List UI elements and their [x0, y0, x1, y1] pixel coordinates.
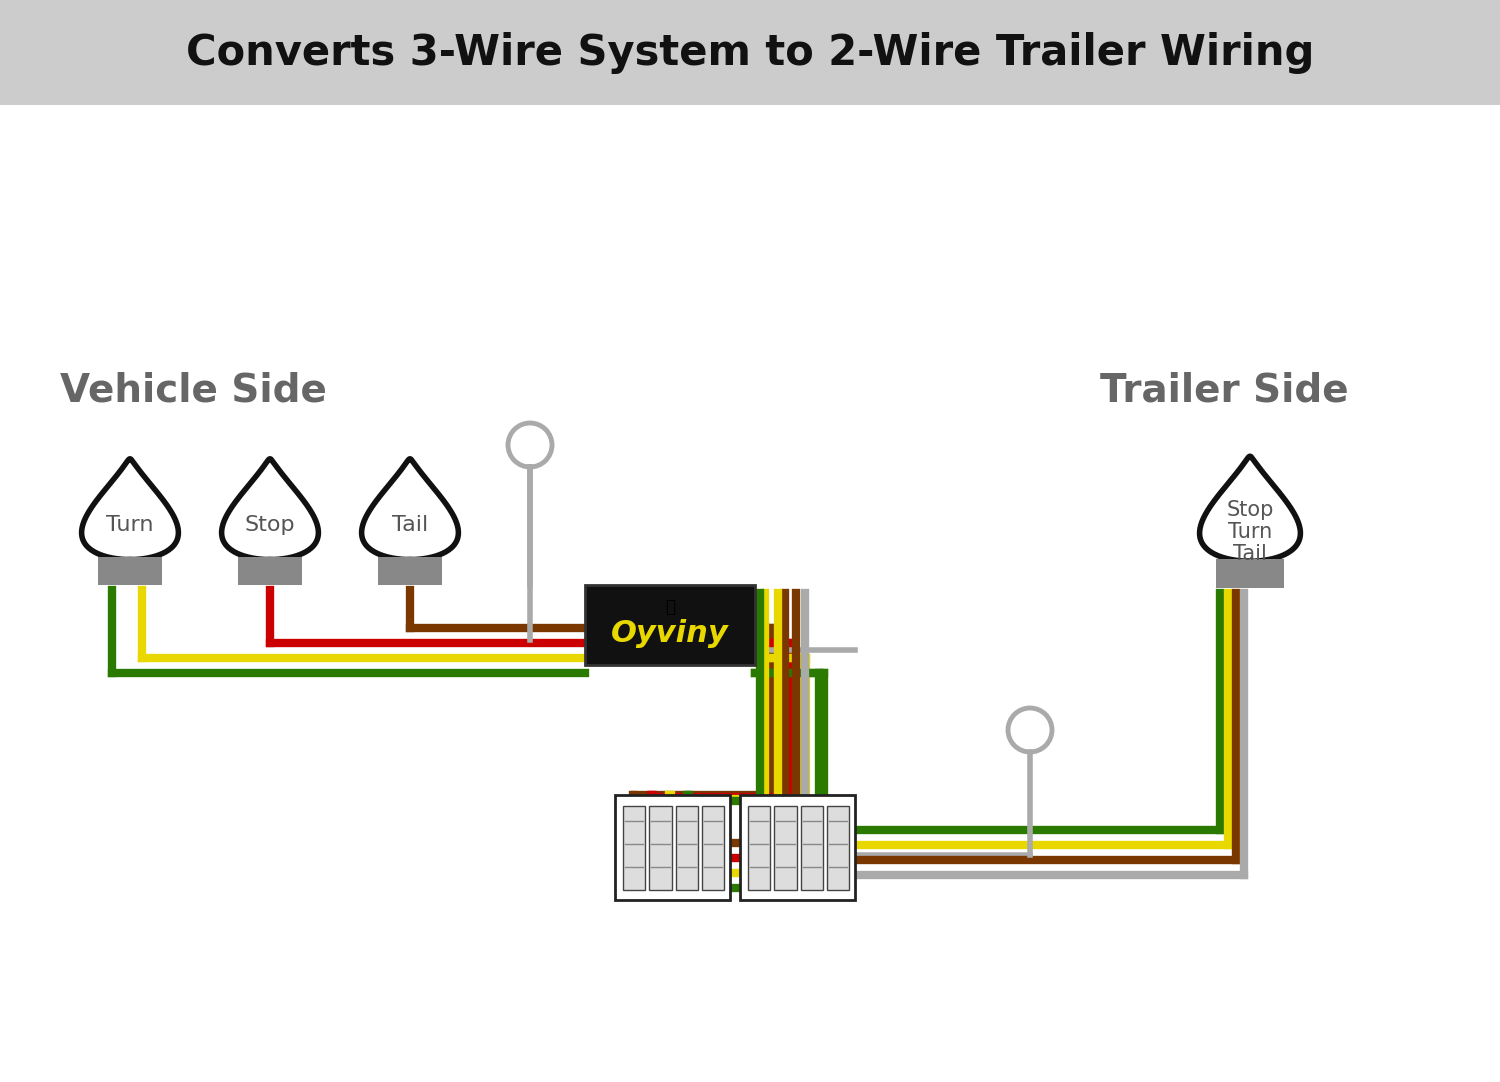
Bar	[801, 805, 822, 889]
Polygon shape	[1200, 457, 1300, 562]
Bar	[702, 805, 724, 889]
Bar	[650, 805, 672, 889]
Text: Tail: Tail	[1233, 544, 1268, 564]
Bar	[1216, 559, 1284, 588]
Bar	[615, 795, 730, 900]
Bar	[622, 805, 645, 889]
Text: Stop: Stop	[1227, 500, 1274, 520]
Bar	[827, 805, 849, 889]
Text: Tail: Tail	[392, 515, 427, 535]
Bar	[585, 585, 754, 665]
Text: Turn: Turn	[106, 515, 153, 535]
Bar	[0, 0, 1500, 105]
Bar	[675, 805, 698, 889]
Text: Turn: Turn	[1228, 522, 1272, 542]
Bar	[774, 805, 796, 889]
Text: Vehicle Side: Vehicle Side	[60, 371, 327, 409]
Bar	[748, 805, 771, 889]
Bar	[378, 557, 442, 584]
Text: 🚛: 🚛	[664, 598, 675, 616]
Polygon shape	[81, 459, 178, 559]
Text: Oyviny: Oyviny	[610, 619, 729, 647]
Bar	[98, 557, 162, 584]
Bar	[740, 795, 855, 900]
Bar	[237, 557, 303, 584]
Text: Converts 3-Wire System to 2-Wire Trailer Wiring: Converts 3-Wire System to 2-Wire Trailer…	[186, 31, 1314, 74]
Text: Trailer Side: Trailer Side	[1100, 371, 1348, 409]
Text: Stop: Stop	[244, 515, 296, 535]
Polygon shape	[222, 459, 318, 559]
Polygon shape	[362, 459, 459, 559]
